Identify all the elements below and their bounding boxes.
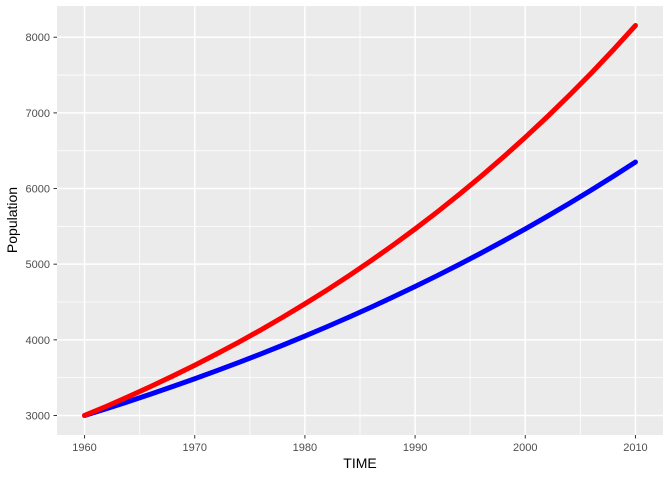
series-blue-line bbox=[82, 159, 638, 418]
axis-tick-labels: 1960 1970 1980 1990 2000 2010 3000 4000 5000 6000… bbox=[26, 32, 648, 454]
x-tick-label: 2000 bbox=[513, 442, 537, 454]
x-tick-label: 1980 bbox=[293, 442, 317, 454]
x-axis-title: TIME bbox=[343, 455, 376, 471]
x-tick-label: 2010 bbox=[623, 442, 647, 454]
gridlines bbox=[57, 6, 663, 435]
data-series bbox=[82, 23, 638, 418]
x-tick-label: 1960 bbox=[72, 442, 96, 454]
axis-ticks bbox=[53, 36, 636, 439]
y-tick-label: 4000 bbox=[26, 335, 50, 347]
series-red-line bbox=[82, 23, 638, 418]
y-tick-label: 3000 bbox=[26, 410, 50, 422]
x-tick-label: 1990 bbox=[403, 442, 427, 454]
y-tick-label: 7000 bbox=[26, 108, 50, 120]
y-axis-title: Population bbox=[4, 187, 20, 253]
y-tick-label: 5000 bbox=[26, 259, 50, 271]
y-tick-label: 8000 bbox=[26, 32, 50, 44]
y-tick-label: 6000 bbox=[26, 184, 50, 196]
x-tick-label: 1970 bbox=[182, 442, 206, 454]
